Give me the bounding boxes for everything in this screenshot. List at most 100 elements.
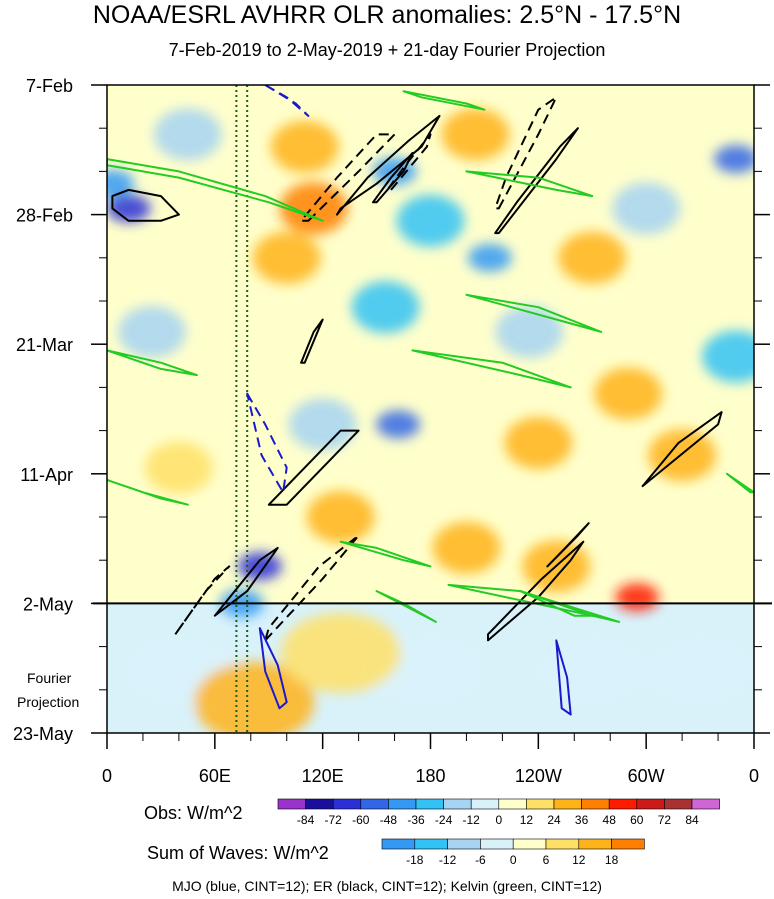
waves-colorbar-swatch-6 (578, 838, 612, 850)
obs-colorbar-swatch-12 (608, 798, 638, 810)
contour-kelvin-23 (411, 349, 572, 389)
y-tick-label-4: 2-May (23, 594, 73, 614)
waves-colorbar-label-2: -6 (475, 853, 486, 867)
obs-colorbar-label-14: 84 (685, 813, 699, 827)
waves-colorbar-swatch-7 (611, 838, 645, 850)
obs-colorbar-swatch-0 (277, 798, 306, 810)
anomaly-blob-12 (714, 145, 754, 174)
obs-colorbar-label-0: -84 (297, 813, 315, 827)
anomaly-blob-0 (107, 194, 151, 223)
anomaly-blob-17 (279, 182, 348, 235)
obs-colorbar-label-10: 36 (575, 813, 589, 827)
anomaly-blob-33 (194, 662, 315, 733)
contour-er-9 (641, 411, 723, 488)
colorbars: -84 -72 -60 -48 -36 -24 -12 0 12 24 36 48 60 72 84-18-… (277, 798, 720, 867)
y-tick-label-0: 7-Feb (26, 76, 73, 96)
contour-mjo-17 (258, 627, 288, 710)
anomaly-blob-5 (351, 281, 420, 334)
contour-er-1 (372, 151, 414, 204)
x-tick-label-4: 120W (515, 766, 562, 786)
anomaly-blob-20 (504, 416, 573, 469)
contour-er-12 (264, 534, 360, 642)
observed-background (107, 85, 754, 604)
contour-kelvin-22 (465, 293, 603, 333)
contour-kelvin-29 (375, 590, 437, 623)
obs-colorbar-swatch-4 (388, 798, 417, 810)
obs-colorbar-label-3: -48 (380, 813, 398, 827)
waves-colorbar-label-4: 6 (543, 853, 550, 867)
anomaly-blob-7 (467, 243, 512, 272)
waves-colorbar-swatch-5 (545, 838, 580, 850)
obs-colorbar-label-6: -12 (463, 813, 481, 827)
anomaly-blob-10 (237, 552, 282, 581)
anomaly-blob-13 (702, 330, 754, 383)
wave-contours (107, 85, 754, 716)
contour-kelvin-21 (465, 170, 594, 198)
chart-title: NOAA/ESRL AVHRR OLR anomalies: 2.5°N - 1… (92, 1, 682, 29)
wave-legend-note: MJO (blue, CINT=12); ER (black, CINT=12)… (172, 878, 602, 894)
obs-colorbar-label-1: -72 (325, 813, 343, 827)
anomaly-blob-2 (153, 108, 222, 161)
obs-colorbar-swatch-2 (332, 798, 362, 810)
obs-colorbar-swatch-3 (360, 798, 389, 810)
y-tick-label-1: 28-Feb (16, 206, 73, 226)
contour-mjo-16 (246, 392, 288, 494)
contour-mjo-15 (264, 85, 310, 117)
contour-kelvin-25 (107, 479, 189, 506)
anomaly-blob-18 (252, 231, 321, 284)
anomaly-blob-25 (144, 441, 213, 494)
waves-colorbar-swatch-3 (480, 838, 514, 850)
obs-colorbar-label-2: -60 (352, 813, 370, 827)
anomaly-blob-6 (396, 194, 465, 247)
obs-colorbar-swatch-15 (691, 798, 720, 810)
contour-mjo-18 (555, 639, 572, 716)
contour-er-8 (267, 429, 360, 506)
projection-label-line1: Fourier (27, 670, 72, 686)
waves-colorbar-label-1: -12 (439, 853, 457, 867)
contour-er-5 (494, 127, 579, 235)
contour-er-4 (494, 96, 558, 210)
obs-colorbar-label-7: 0 (495, 813, 502, 827)
waves-colorbar-label-5: 12 (572, 853, 586, 867)
anomaly-blob-16 (270, 120, 339, 173)
obs-colorbar-label-5: -24 (435, 813, 453, 827)
anomaly-blob-3 (117, 305, 186, 358)
chart-subtitle: 7-Feb-2019 to 2-May-2019 + 21-day Fourie… (168, 40, 606, 60)
axes: 0 60E 120E 180 120W 60W 0 7-Feb 28-Feb 21-Mar 11-A… (13, 76, 772, 786)
contour-er-7 (300, 318, 324, 364)
anomaly-blob-14 (288, 398, 357, 451)
contour-er-0 (336, 114, 441, 216)
y-tick-label-3: 11-Apr (20, 465, 73, 485)
contour-kelvin-20 (402, 90, 486, 111)
waves-colorbar-label-0: -18 (406, 853, 424, 867)
obs-colorbar-swatch-1 (305, 798, 334, 810)
x-tick-label-2: 120E (302, 766, 344, 786)
anomaly-field (107, 85, 754, 733)
anomaly-blob-23 (432, 521, 501, 574)
obs-colorbar-swatch-6 (443, 798, 472, 810)
obs-colorbar-swatch-10 (553, 798, 582, 810)
anomaly-blob-30 (532, 631, 653, 712)
obs-colorbar-swatch-5 (415, 798, 444, 810)
x-tick-label-5: 60W (628, 766, 665, 786)
waves-colorbar-swatch-0 (381, 838, 416, 850)
obs-colorbar-swatch-9 (526, 798, 555, 810)
projection-label-line2: Projection (17, 694, 80, 710)
anomaly-blob-28 (615, 583, 660, 612)
x-tick-label-3: 180 (415, 766, 445, 786)
contour-er-6 (111, 188, 180, 222)
x-tick-label-1: 60E (199, 766, 231, 786)
obs-colorbar-label-13: 72 (658, 813, 672, 827)
anomaly-blob-19 (441, 108, 510, 161)
contour-kelvin-19 (107, 158, 324, 222)
contour-er-2 (300, 133, 396, 222)
obs-colorbar-swatch-11 (581, 798, 610, 810)
contour-kelvin-28 (519, 590, 594, 617)
anomaly-blob-8 (495, 305, 564, 358)
contour-kelvin-27 (447, 583, 621, 623)
anomaly-blob-1 (107, 169, 135, 198)
obs-colorbar-label-8: 12 (520, 813, 534, 827)
waves-colorbar-swatch-2 (447, 838, 481, 850)
